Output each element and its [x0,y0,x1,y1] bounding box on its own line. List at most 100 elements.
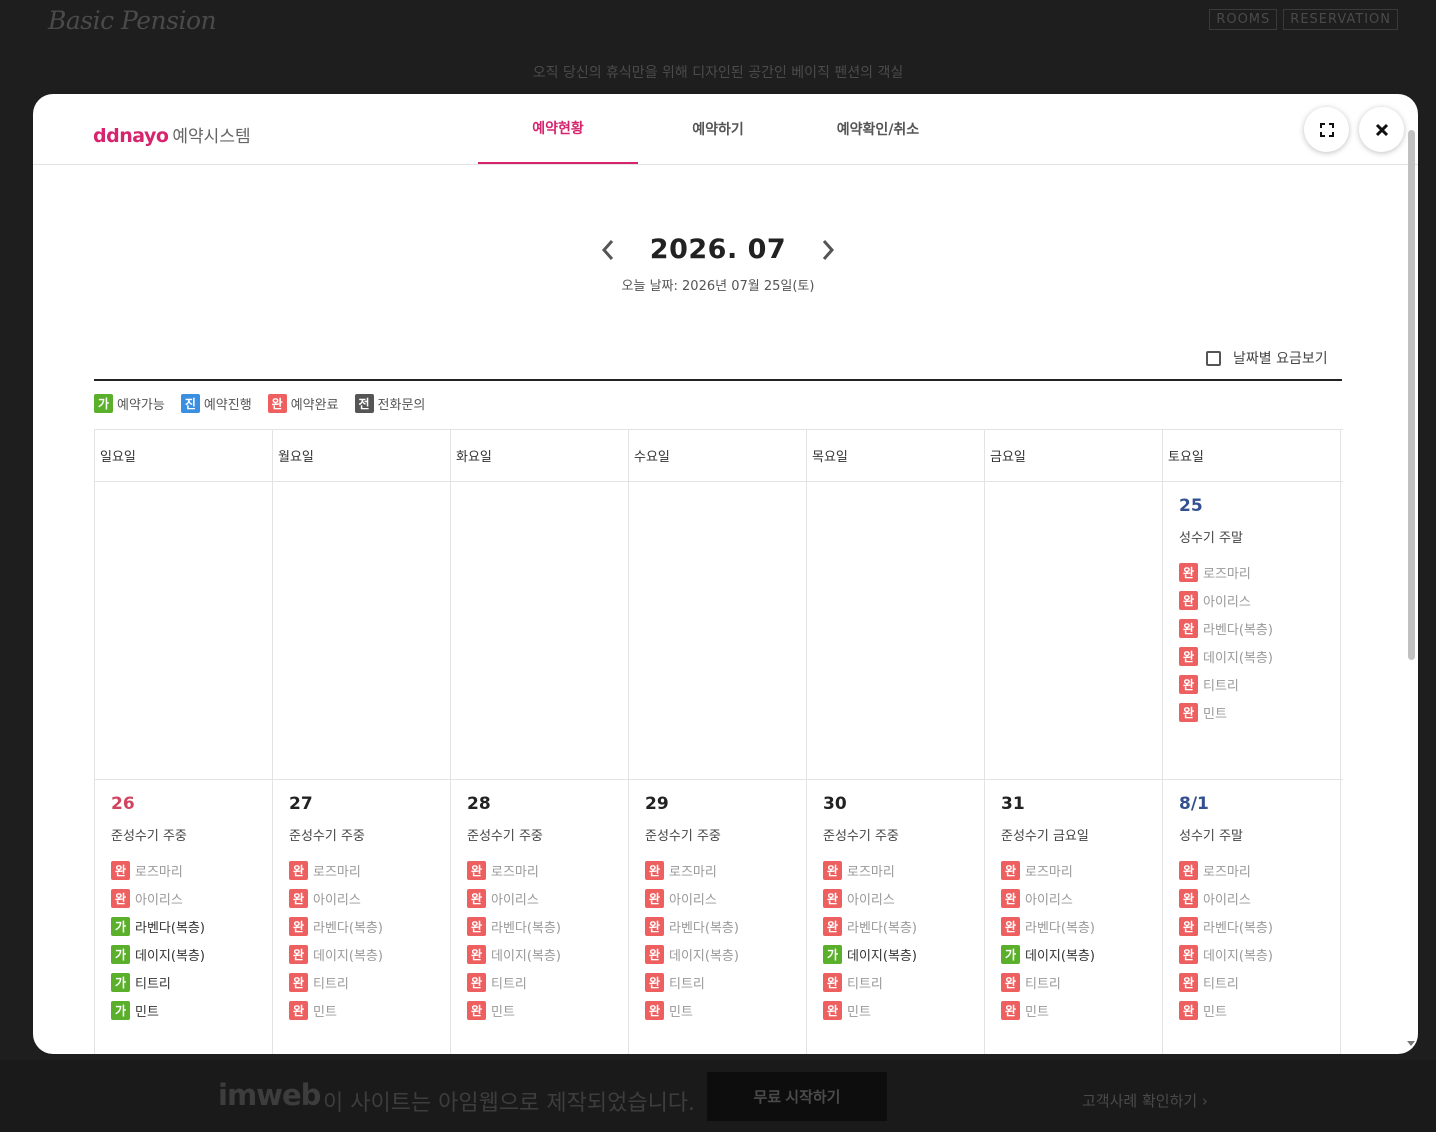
status-badge: 완 [289,944,308,964]
status-legend: 가 예약가능 진 예약진행 완 예약완료 전 전화문의 [94,394,425,413]
status-badge: 완 [1179,1000,1198,1020]
tab-reservation-status[interactable]: 예약현황 [478,94,638,164]
calendar-day-cell[interactable]: 29 준성수기 주중 완 로즈마리 완 아이리스 완 라벤다(복층) 완 데이지(복층) 완 티트리 완… [629,780,807,1054]
modal-header: ddnayo 예약시스템 예약현황 예약하기 예약확인/취소 [33,94,1418,165]
room-status-item[interactable]: 가 라벤다(복층) [111,912,272,940]
room-name: 로즈마리 [1203,864,1251,880]
calendar-day-cell[interactable]: 25 성수기 주말 완 로즈마리 완 아이리스 완 라벤다(복층) 완 데이지(복층) 완 티트리 완 민… [1163,482,1341,779]
nav-rooms[interactable]: ROOMS [1209,9,1278,30]
season-label: 준성수기 금요일 [1001,829,1089,844]
prev-month-button[interactable] [596,235,620,265]
room-name: 민트 [669,1004,693,1020]
status-badge: 완 [111,888,130,908]
room-name: 티트리 [1203,678,1239,694]
room-status-item: 완 민트 [467,996,628,1024]
close-button[interactable] [1359,107,1404,152]
room-name: 티트리 [847,976,883,992]
fullscreen-icon [1319,122,1334,137]
status-badge: 완 [1179,702,1198,722]
room-status-item: 완 아이리스 [823,884,984,912]
weekday-mon: 월요일 [273,430,451,481]
day-number: 26 [111,794,135,814]
status-badge: 완 [1179,674,1198,694]
status-badge: 완 [645,860,664,880]
day-number: 28 [467,794,491,814]
room-status-item: 완 라벤다(복층) [467,912,628,940]
status-badge: 완 [1179,646,1198,666]
status-badge: 완 [467,860,486,880]
room-status-item: 완 아이리스 [645,884,806,912]
status-badge: 완 [1179,618,1198,638]
room-status-item: 완 라벤다(복층) [645,912,806,940]
imweb-start-button[interactable]: 무료 시작하기 [707,1072,887,1121]
calendar-day-cell[interactable]: 26 준성수기 주중 완 로즈마리 완 아이리스 가 라벤다(복층) 가 데이지(복층) 가 티트리 가… [95,780,273,1054]
room-name: 데이지(복층) [1203,650,1273,666]
status-badge: 완 [1001,860,1020,880]
room-name: 티트리 [1203,976,1239,992]
status-badge: 완 [645,916,664,936]
calendar-day-cell[interactable]: 31 준성수기 금요일 완 로즈마리 완 아이리스 완 라벤다(복층) 가 데이지(복층) 완 티트리… [985,780,1163,1054]
next-month-button[interactable] [816,235,840,265]
room-name: 라벤다(복층) [1203,622,1273,638]
status-badge: 가 [1001,944,1020,964]
status-badge: 완 [289,916,308,936]
room-status-item[interactable]: 가 데이지(복층) [823,940,984,968]
scroll-down-arrow[interactable] [1407,1041,1415,1046]
status-badge: 완 [1179,860,1198,880]
room-name: 아이리스 [1203,892,1251,908]
status-badge: 가 [111,916,130,936]
status-badge: 완 [823,1000,842,1020]
room-name: 로즈마리 [491,864,539,880]
status-badge: 완 [1001,916,1020,936]
room-name: 아이리스 [669,892,717,908]
tab-check-cancel[interactable]: 예약확인/취소 [836,122,920,138]
room-status-item: 완 아이리스 [467,884,628,912]
room-name: 데이지(복층) [847,948,917,964]
room-status-item: 완 데이지(복층) [645,940,806,968]
calendar-day-cell[interactable]: 30 준성수기 주중 완 로즈마리 완 아이리스 완 라벤다(복층) 가 데이지(복층) 완 티트리 완… [807,780,985,1054]
site-nav: ROOMS RESERVATION [1209,9,1398,30]
chevron-right-icon [823,239,835,260]
status-badge: 완 [823,860,842,880]
day-number: 8/1 [1179,794,1209,814]
calendar-day-cell[interactable]: 28 준성수기 주중 완 로즈마리 완 아이리스 완 라벤다(복층) 완 데이지(복층) 완 티트리 완… [451,780,629,1054]
status-badge: 가 [111,1000,130,1020]
room-status-item: 완 민트 [645,996,806,1024]
status-badge: 가 [823,944,842,964]
tab-make-reservation[interactable]: 예약하기 [692,122,744,138]
daily-price-checkbox[interactable] [1206,350,1221,366]
status-badge: 완 [645,1000,664,1020]
status-badge: 완 [467,944,486,964]
scrollbar-thumb[interactable] [1408,130,1415,660]
room-name: 라벤다(복층) [1025,920,1095,936]
room-status-item: 완 민트 [1001,996,1162,1024]
room-status-item: 완 티트리 [1179,670,1340,698]
weekday-tue: 화요일 [451,430,629,481]
room-name: 아이리스 [1025,892,1073,908]
daily-price-toggle[interactable]: 날짜별 요금보기 [1206,348,1328,368]
weekday-fri: 금요일 [985,430,1163,481]
status-badge: 완 [1001,972,1020,992]
status-badge: 완 [467,916,486,936]
fullscreen-button[interactable] [1304,107,1349,152]
room-name: 로즈마리 [847,864,895,880]
room-status-item[interactable]: 가 데이지(복층) [111,940,272,968]
status-badge: 완 [1179,590,1198,610]
weekday-sat: 토요일 [1163,430,1341,481]
calendar-day-cell[interactable]: 27 준성수기 주중 완 로즈마리 완 아이리스 완 라벤다(복층) 완 데이지(복층) 완 티트리 완… [273,780,451,1054]
site-logo: Basic Pension [48,6,217,35]
room-status-item[interactable]: 가 민트 [111,996,272,1024]
scrollbar[interactable] [1406,110,1418,1050]
imweb-cases-link[interactable]: 고객사례 확인하기 › [1082,1092,1208,1110]
legend-label: 예약가능 [117,398,165,413]
nav-reservation[interactable]: RESERVATION [1283,9,1398,30]
room-status-item: 완 라벤다(복층) [1001,912,1162,940]
room-status-item[interactable]: 가 티트리 [111,968,272,996]
status-badge: 완 [823,916,842,936]
room-status-item: 완 로즈마리 [467,856,628,884]
room-status-item[interactable]: 가 데이지(복층) [1001,940,1162,968]
room-name: 로즈마리 [313,864,361,880]
calendar-day-cell[interactable]: 8/1 성수기 주말 완 로즈마리 완 아이리스 완 라벤다(복층) 완 데이지(복층) 완 티트리 완… [1163,780,1341,1054]
room-status-item: 완 티트리 [823,968,984,996]
imweb-footer-text: 이 사이트는 아임웹으로 제작되었습니다. [323,1091,696,1116]
